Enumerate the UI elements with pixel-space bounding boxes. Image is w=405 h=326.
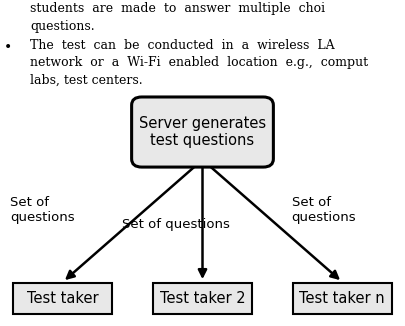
Text: Test taker n: Test taker n (299, 291, 385, 306)
Text: Set of
questions: Set of questions (10, 196, 75, 224)
Text: Test taker: Test taker (27, 291, 98, 306)
Text: Server generates
test questions: Server generates test questions (139, 116, 266, 148)
Text: The  test  can  be  conducted  in  a  wireless  LA: The test can be conducted in a wireless … (30, 39, 335, 52)
Text: students  are  made  to  answer  multiple  choi: students are made to answer multiple cho… (30, 2, 326, 15)
Text: network  or  a  Wi-Fi  enabled  location  e.g.,  comput: network or a Wi-Fi enabled location e.g.… (30, 56, 369, 69)
FancyBboxPatch shape (13, 283, 112, 314)
FancyBboxPatch shape (132, 97, 273, 167)
Text: Set of questions: Set of questions (122, 218, 229, 231)
FancyBboxPatch shape (153, 283, 252, 314)
Text: labs, test centers.: labs, test centers. (30, 74, 143, 87)
FancyBboxPatch shape (292, 283, 392, 314)
Text: Set of
questions: Set of questions (292, 196, 356, 224)
Text: •: • (4, 41, 12, 55)
Text: questions.: questions. (30, 20, 95, 33)
Text: Test taker 2: Test taker 2 (160, 291, 245, 306)
